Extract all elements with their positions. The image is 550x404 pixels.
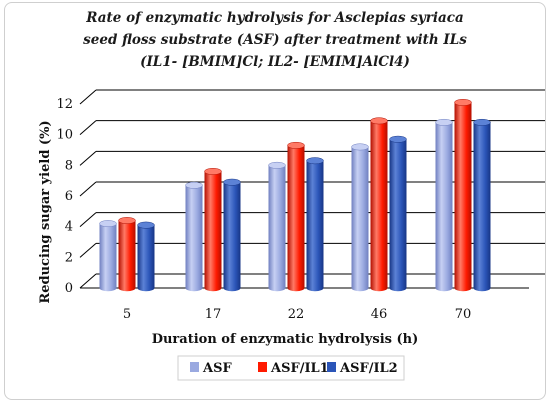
bar (435, 122, 453, 292)
x-tick-label: 22 (288, 307, 305, 322)
legend-box (177, 355, 405, 381)
bar-top (351, 143, 369, 151)
y-tick-label: 2 (65, 250, 73, 265)
bar-top (435, 118, 453, 126)
gridline-depth (79, 212, 97, 228)
bar-group-22 (268, 141, 324, 292)
legend-label: ASF (202, 361, 232, 376)
y-axis-title: Reducing sugar yield (%) (38, 120, 53, 303)
bar-top (306, 157, 324, 165)
x-tick-label: 5 (123, 307, 131, 322)
bar (473, 122, 491, 292)
bar (454, 102, 472, 292)
bar-top (370, 117, 388, 125)
x-axis-title: Duration of enzymatic hydrolysis (h) (152, 332, 419, 347)
gridline-depth (79, 120, 97, 136)
bar (389, 139, 407, 292)
y-tick-label: 12 (56, 97, 73, 112)
bar-top (473, 118, 491, 126)
legend-swatch (258, 362, 267, 372)
bar-top (137, 221, 155, 229)
bars (99, 99, 491, 292)
bar-group-5 (99, 217, 155, 292)
bar-top (287, 141, 305, 149)
y-tick-label: 6 (65, 189, 73, 204)
bar (351, 146, 369, 292)
gridline-depth (79, 242, 97, 258)
bar-top (118, 217, 136, 224)
legend-swatch (190, 362, 199, 372)
gridline-depth (79, 150, 97, 166)
bar (306, 160, 324, 292)
bar (370, 120, 388, 292)
gridline-depth (79, 89, 97, 105)
bar-group-70 (435, 99, 491, 292)
gridline-depth (79, 181, 97, 197)
bar (287, 145, 305, 292)
y-tick-label: 8 (65, 158, 73, 173)
bar-top (454, 99, 472, 106)
chart-title-line-1: Rate of enzymatic hydrolysis for Asclepi… (86, 10, 464, 26)
legend: ASF ASF/IL1 ASF/IL2 (190, 361, 398, 376)
bar (99, 223, 117, 292)
bar-top (268, 161, 286, 169)
legend-swatch (327, 362, 336, 372)
bar (137, 225, 155, 292)
bar (223, 182, 241, 292)
bar (118, 220, 136, 292)
x-tick-label: 17 (205, 307, 222, 322)
bar-top (389, 135, 407, 143)
y-tick-label: 4 (65, 220, 73, 235)
bar-top (185, 181, 203, 189)
y-tick-labels: 0 2 4 6 8 10 12 (56, 97, 73, 296)
bar (268, 165, 286, 292)
bar (204, 171, 222, 292)
y-tick-label: 10 (56, 128, 73, 143)
bar-top (204, 168, 222, 175)
x-tick-labels: 5 17 22 46 70 (123, 307, 471, 322)
chart-title-line-2: seed floss substrate (ASF) after treatme… (83, 32, 467, 48)
x-tick-label: 46 (371, 307, 388, 322)
gridline-depth (79, 273, 97, 289)
bar-group-46 (351, 117, 407, 292)
bar-top (99, 220, 117, 228)
legend-label: ASF/IL2 (339, 361, 398, 376)
bar-top (223, 178, 241, 186)
bar (185, 185, 203, 292)
bar-group-17 (185, 168, 241, 292)
chart-title-line-3: (IL1- [BMIM]Cl; IL2- [EMIM]AlCl4) (140, 54, 410, 70)
x-tick-label: 70 (455, 307, 472, 322)
legend-label: ASF/IL1 (270, 361, 329, 376)
y-tick-label: 0 (65, 281, 73, 296)
